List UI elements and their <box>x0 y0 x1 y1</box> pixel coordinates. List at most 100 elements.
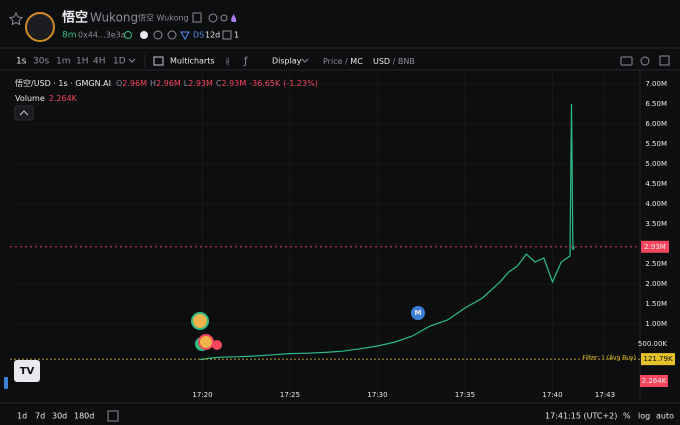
favorite-icon[interactable] <box>8 11 24 26</box>
interval-button[interactable]: 1s <box>16 57 27 67</box>
link-icon[interactable] <box>124 31 132 39</box>
dropdown-icon[interactable] <box>301 58 309 63</box>
indicator-button[interactable]: ⫲ <box>226 56 229 67</box>
tradingview-logo[interactable] <box>14 360 40 382</box>
trade-marker[interactable] <box>198 334 214 350</box>
range-button[interactable]: 180d <box>74 412 94 421</box>
search-icon[interactable] <box>208 13 218 23</box>
price-mc-toggle[interactable]: Price / MC <box>323 57 363 66</box>
screenshot-icon[interactable] <box>620 56 633 66</box>
collapse-button[interactable] <box>14 105 34 121</box>
y-tick-label: 500.00K <box>638 340 667 348</box>
date-range-icon[interactable] <box>107 410 119 422</box>
c-label: C <box>216 79 222 88</box>
volume-value: 2.264K <box>49 94 78 103</box>
web-icon[interactable] <box>153 30 163 40</box>
token-age: 8m <box>62 31 77 41</box>
bnb-option[interactable]: BNB <box>398 57 415 66</box>
y-tick-label: 6.00M <box>645 120 667 128</box>
volume-value-label: 2.264K <box>642 377 667 385</box>
log-toggle[interactable]: log <box>638 412 650 421</box>
share-icon[interactable] <box>220 14 228 22</box>
multicharts-icon <box>153 56 164 66</box>
x-tick-label: 17:30 <box>367 391 387 399</box>
dropdown-icon[interactable] <box>128 58 136 63</box>
side-handle[interactable] <box>4 377 8 389</box>
last-price-label: 2.93M <box>644 243 666 251</box>
volume-label: Volume <box>15 94 45 103</box>
h-label: H <box>150 79 156 88</box>
settings-icon[interactable] <box>640 56 650 66</box>
ds-label: DS <box>193 31 204 40</box>
token-title: 悟空 <box>62 10 88 26</box>
token-address[interactable]: 0x44...3e3a <box>78 31 126 40</box>
multicharts-button[interactable]: Multicharts <box>170 57 215 66</box>
interval-button[interactable]: 1D <box>113 57 126 67</box>
edit-icon[interactable] <box>192 12 202 23</box>
y-tick-label: 5.00M <box>645 160 667 168</box>
volume-value-badge <box>640 375 668 387</box>
migration-marker[interactable] <box>411 306 425 320</box>
formula-button[interactable]: ƒ <box>243 56 248 67</box>
auto-toggle[interactable]: auto <box>656 412 674 421</box>
y-tick-label: 1.50M <box>645 300 667 308</box>
collapse-icon <box>19 110 29 116</box>
display-button[interactable]: Display <box>272 57 302 66</box>
y-tick-label: 4.00M <box>645 200 667 208</box>
change: -36.65K <box>249 79 281 88</box>
trade-marker[interactable] <box>212 340 222 350</box>
fullscreen-icon[interactable] <box>659 55 670 66</box>
trade-marker[interactable] <box>191 312 209 330</box>
last-price-badge <box>641 240 669 253</box>
o-label: O <box>116 79 122 88</box>
tradingview-logo-mark: TV <box>20 366 35 377</box>
token-subtitle: 悟空 Wukong <box>138 13 189 23</box>
holder-icon <box>222 30 232 40</box>
avg-buy-label: 121.79K <box>643 355 672 363</box>
avg-buy-badge <box>641 353 675 366</box>
y-tick-label: 5.50M <box>645 140 667 148</box>
token-logo <box>25 12 55 42</box>
range-button[interactable]: 30d <box>52 412 67 421</box>
interval-button[interactable]: 30s <box>33 57 49 67</box>
o-value: 2.96M <box>122 79 147 88</box>
x-tick-label: 17:25 <box>280 391 300 399</box>
social-icon[interactable] <box>140 31 148 39</box>
l-value: 2.93M <box>188 79 213 88</box>
volume-legend: Volume 2.264K <box>15 94 78 103</box>
ohlc-legend: 悟空/USD · 1s · GMGN.AI O2.96M H2.96M L2.93M C… <box>15 78 318 88</box>
c-value: 2.93M <box>222 79 247 88</box>
range-button[interactable]: 7d <box>35 412 45 421</box>
interval-group: 1s 30s 1m 1H 4H 1D <box>16 57 126 67</box>
percent-toggle[interactable]: % <box>623 412 631 421</box>
x-tick-label: 17:40 <box>542 391 562 399</box>
x-tick-label: 17:20 <box>192 391 212 399</box>
currency-toggle[interactable]: USD / BNB <box>373 57 415 66</box>
fire-icon <box>231 14 237 22</box>
interval-button[interactable]: 1m <box>56 57 71 67</box>
avg-buy-filter-label: Filter: 1 (Avg Buy) <box>582 355 636 362</box>
usd-option[interactable]: USD <box>373 57 390 66</box>
y-tick-label: 2.50M <box>645 260 667 268</box>
plot: 500.00K1.00M1.50M2.00M2.50M3.00M3.50M4.0… <box>10 72 675 400</box>
change-pct: (-1.23%) <box>283 79 318 88</box>
price-option[interactable]: Price <box>323 57 343 66</box>
mc-option[interactable]: MC <box>350 57 363 66</box>
h-value: 2.96M <box>156 79 181 88</box>
x-tick-label: 17:43 <box>595 391 615 399</box>
clock: 17:41:15 (UTC+2) <box>545 412 617 421</box>
y-tick-label: 6.50M <box>645 100 667 108</box>
range-group: 1d 7d 30d 180d <box>17 412 94 421</box>
ds-icon <box>180 31 190 41</box>
symbol: 悟空/USD · 1s · GMGN.AI <box>15 78 111 88</box>
y-tick-label: 3.50M <box>645 220 667 228</box>
x-icon[interactable] <box>167 30 177 40</box>
y-tick-label: 1.00M <box>645 320 667 328</box>
x-tick-label: 17:35 <box>455 391 475 399</box>
range-button[interactable]: 1d <box>17 412 27 421</box>
interval-button[interactable]: 4H <box>93 57 106 67</box>
l-label: L <box>184 79 189 88</box>
interval-button[interactable]: 1H <box>76 57 89 67</box>
token-name: Wukong <box>90 11 138 25</box>
